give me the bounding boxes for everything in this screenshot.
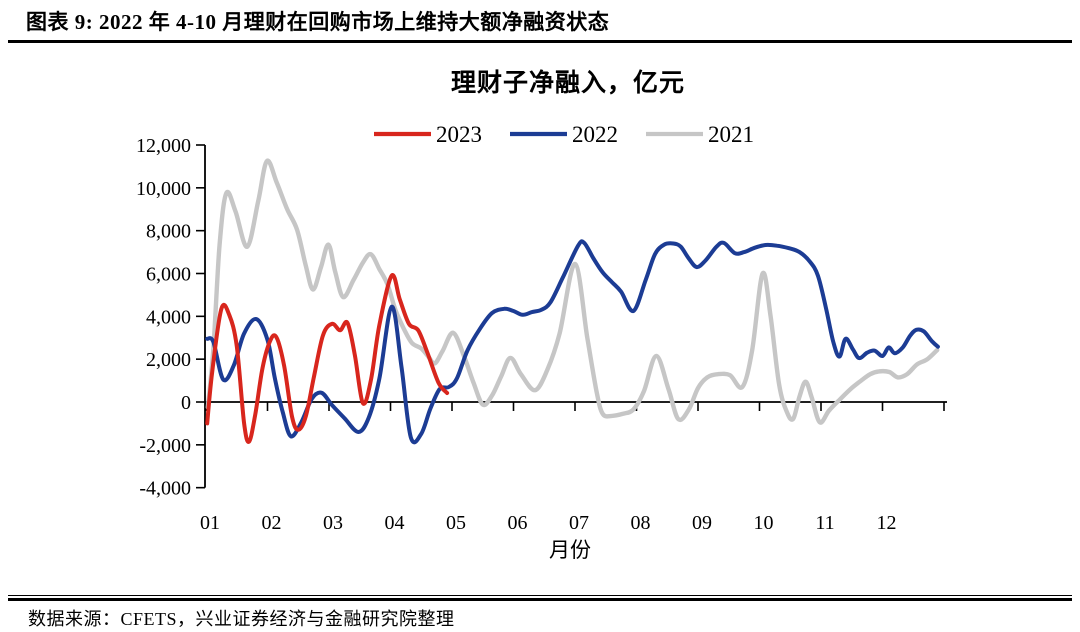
x-tick-label: 07: [569, 512, 589, 534]
y-tick-label: 10,000: [136, 178, 191, 200]
x-tick-label: 09: [692, 512, 712, 534]
x-tick-label: 12: [877, 512, 897, 534]
x-tick-label: 10: [754, 512, 774, 534]
y-tick-label: 6,000: [146, 264, 191, 286]
legend-label-2022: 2022: [572, 122, 618, 147]
footer-rule-thick: [8, 598, 1072, 601]
y-tick-label: 12,000: [136, 135, 191, 157]
series-line-2022: [205, 239, 940, 445]
y-tick-label: 8,000: [146, 221, 191, 243]
legend-label-2021: 2021: [708, 122, 754, 147]
y-tick-label: 0: [181, 392, 191, 414]
y-tick-label: -2,000: [139, 435, 191, 457]
x-tick-label: 06: [508, 512, 528, 534]
footer-rule-thin: [8, 595, 1072, 596]
y-tick-label: 4,000: [146, 306, 191, 328]
x-tick-label: 11: [815, 512, 834, 534]
data-source: 数据来源：CFETS，兴业证券经济与金融研究院整理: [28, 609, 455, 629]
figure-title: 图表 9: 2022 年 4-10 月理财在回购市场上维持大额净融资状态: [26, 10, 610, 34]
series-line-2023: [205, 273, 450, 444]
chart-title: 理财子净融入，亿元: [451, 69, 685, 97]
x-tick-label: 05: [446, 512, 466, 534]
title-underline: [8, 40, 1072, 43]
chart-series: [205, 158, 940, 445]
x-tick-label: 01: [200, 512, 220, 534]
x-tick-label: 08: [631, 512, 651, 534]
chart-legend: 2023 2022 2021: [374, 122, 754, 147]
x-axis-title: 月份: [549, 538, 591, 562]
x-tick-label: 04: [385, 512, 405, 534]
y-tick-label: 2,000: [146, 349, 191, 371]
chart-axes: 12,000 10,000 8,000 6,000 4,000 2,000 0 -2,000 -…: [136, 135, 947, 534]
y-tick-label: -4,000: [139, 478, 191, 500]
series-line-2021: [205, 158, 940, 425]
legend-label-2023: 2023: [436, 122, 482, 147]
x-tick-label: 02: [262, 512, 282, 534]
x-tick-label: 03: [323, 512, 343, 534]
